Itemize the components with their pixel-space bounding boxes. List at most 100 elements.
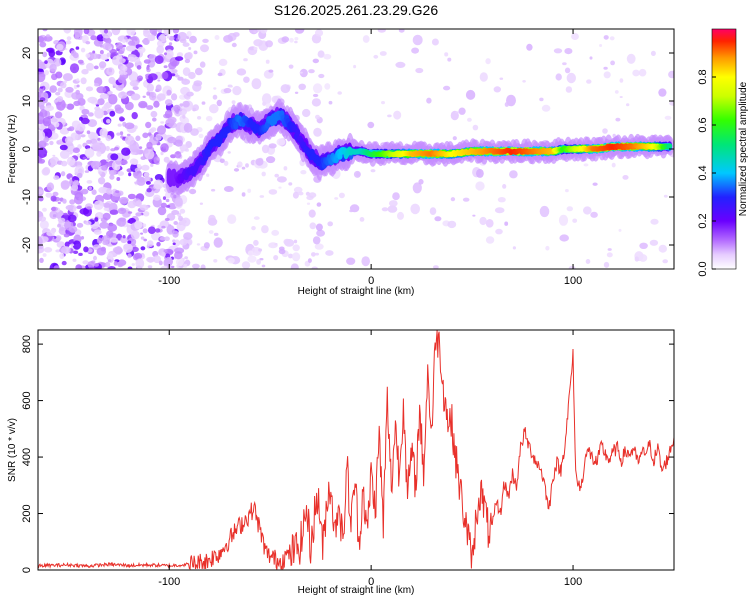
colorbar: 0.0 0.2 0.4 0.6 0.8 Normalized spectral ampl… (697, 28, 749, 277)
spectrogram-noise-blob (558, 214, 569, 226)
spectrogram-noise-blob (178, 108, 187, 116)
spectrogram-noise-blob (126, 224, 131, 228)
spectrogram-noise-blob (298, 83, 307, 91)
spectrogram-noise-blob (92, 142, 101, 152)
spectrogram-noise-blob (166, 36, 171, 39)
spectrogram-noise-blob (57, 87, 63, 93)
spectrogram-noise-blob (96, 247, 107, 256)
spectrogram-noise-blob (312, 83, 323, 94)
spectrogram-noise-blob (115, 42, 123, 49)
spectrogram-noise-blob (93, 229, 102, 235)
spectrogram-noise-blob (146, 66, 150, 71)
spectrogram-noise-blob (160, 121, 165, 124)
spectrogram-noise-blob (157, 206, 167, 216)
snr-y-tick-label: 400 (21, 448, 33, 466)
spectrogram-noise-blob (387, 205, 398, 213)
spectrogram-noise-blob (96, 151, 102, 157)
spectrogram-noise-blob (606, 252, 613, 258)
spectrogram-noise-blob (56, 99, 66, 111)
spectrogram-noise-blob (203, 242, 210, 249)
spectrogram-noise-blob (447, 57, 452, 62)
spectrogram-noise-blob (127, 93, 131, 96)
spectrogram-noise-blob (564, 67, 571, 74)
spectrogram-noise-blob (77, 59, 84, 64)
spectrogram-noise-blob (426, 97, 432, 104)
spectrogram-noise-blob (247, 255, 257, 263)
spectrogram-noise-blob (311, 98, 321, 107)
spectrogram-noise-blob (308, 192, 317, 198)
spectrogram-noise-blob (57, 223, 62, 228)
spectrogram-noise-blob (80, 77, 87, 85)
spectrogram-noise-blob (248, 46, 255, 51)
spectrogram-noise-blob (164, 99, 173, 106)
spectrogram-noise-blob (472, 214, 476, 217)
spectrogram-noise-blob (129, 80, 139, 87)
spectrogram-noise-blob (93, 263, 99, 267)
spectrogram-noise-blob (50, 156, 60, 166)
spectrogram-noise-blob (59, 226, 65, 232)
spectrogram-noise-blob (158, 35, 167, 43)
spectrogram-noise-blob (294, 91, 299, 95)
spectrogram-noise-blob (132, 86, 139, 91)
spectrogram-noise-blob (273, 255, 279, 261)
spectrogram-noise-blob (90, 53, 99, 60)
spectrogram-noise-blob (152, 117, 157, 122)
spectrogram-noise-blob (555, 73, 562, 81)
spectrogram-noise-blob (38, 189, 44, 195)
spectrogram-noise-blob (84, 148, 95, 158)
spectrogram-noise-blob (231, 42, 237, 48)
spectrogram-noise-blob (153, 255, 161, 264)
spectrogram-noise-blob (50, 195, 57, 202)
colorbar-tick-label: 0.8 (697, 69, 709, 84)
spectrogram-noise-blob (142, 228, 148, 234)
spectrogram-noise-blob (107, 223, 118, 232)
spectrogram-noise-blob (387, 114, 392, 118)
spectrogram-noise-blob (53, 265, 60, 269)
spectrogram-noise-blob (101, 164, 108, 171)
spectrogram-noise-blob (127, 211, 133, 214)
spectrogram-noise-blob (302, 108, 311, 118)
spectrogram-noise-blob (122, 44, 126, 48)
spectrogram-noise-blob (55, 249, 61, 253)
spectrogram-noise-blob (196, 243, 201, 246)
spectrogram-noise-blob (105, 145, 110, 152)
spectrogram-noise-blob (38, 36, 45, 43)
spectrogram-noise-blob (143, 238, 147, 242)
spectrogram-noise-blob (124, 135, 135, 145)
spectrogram-noise-blob (157, 125, 166, 135)
spectrogram-noise-blob (241, 166, 246, 170)
spectrogram-noise-blob (173, 221, 178, 225)
spectrogram-noise-blob (75, 46, 80, 50)
spectrogram-noise-blob (213, 232, 219, 236)
spectrogram-noise-blob (411, 47, 419, 54)
spectrogram-noise-blob (144, 176, 151, 183)
spectrogram-noise-blob (173, 239, 181, 247)
snr-x-tick-label: 0 (368, 576, 374, 588)
spectrogram-noise-blob (280, 84, 291, 94)
spectrogram-noise-blob (68, 126, 75, 132)
spectrogram-noise-blob (121, 147, 131, 156)
spectrogram-noise-blob (117, 207, 127, 214)
spectrogram-noise-blob (485, 219, 494, 228)
spectrogram-noise-blob (181, 78, 191, 85)
snr-x-tick-label: 100 (564, 576, 582, 588)
spectrogram-noise-blob (118, 69, 125, 76)
spectrogram-noise-blob (247, 188, 252, 193)
spectrogram-noise-blob (145, 121, 152, 129)
spectrogram-noise-blob (94, 83, 99, 87)
spectrogram-x-axis-label: Height of straight line (km) (298, 286, 415, 297)
spectrogram-noise-blob (58, 139, 63, 143)
spectrogram-noise-blob (658, 88, 667, 97)
spectrogram-noise-blob (255, 158, 264, 166)
spectrogram-noise-blob (156, 157, 160, 161)
spectrogram-noise-blob (175, 56, 184, 61)
spectrogram-noise-blob (312, 93, 319, 98)
spectrogram-noise-blob (85, 41, 91, 45)
spectrogram-noise-blob (94, 217, 99, 222)
spectrogram-noise-blob (133, 56, 141, 63)
spectrogram-noise-blob (127, 56, 135, 61)
spectrogram-noise-blob (143, 211, 150, 217)
spectrogram-noise-blob (38, 158, 46, 164)
spectrogram-noise-blob (619, 96, 623, 98)
